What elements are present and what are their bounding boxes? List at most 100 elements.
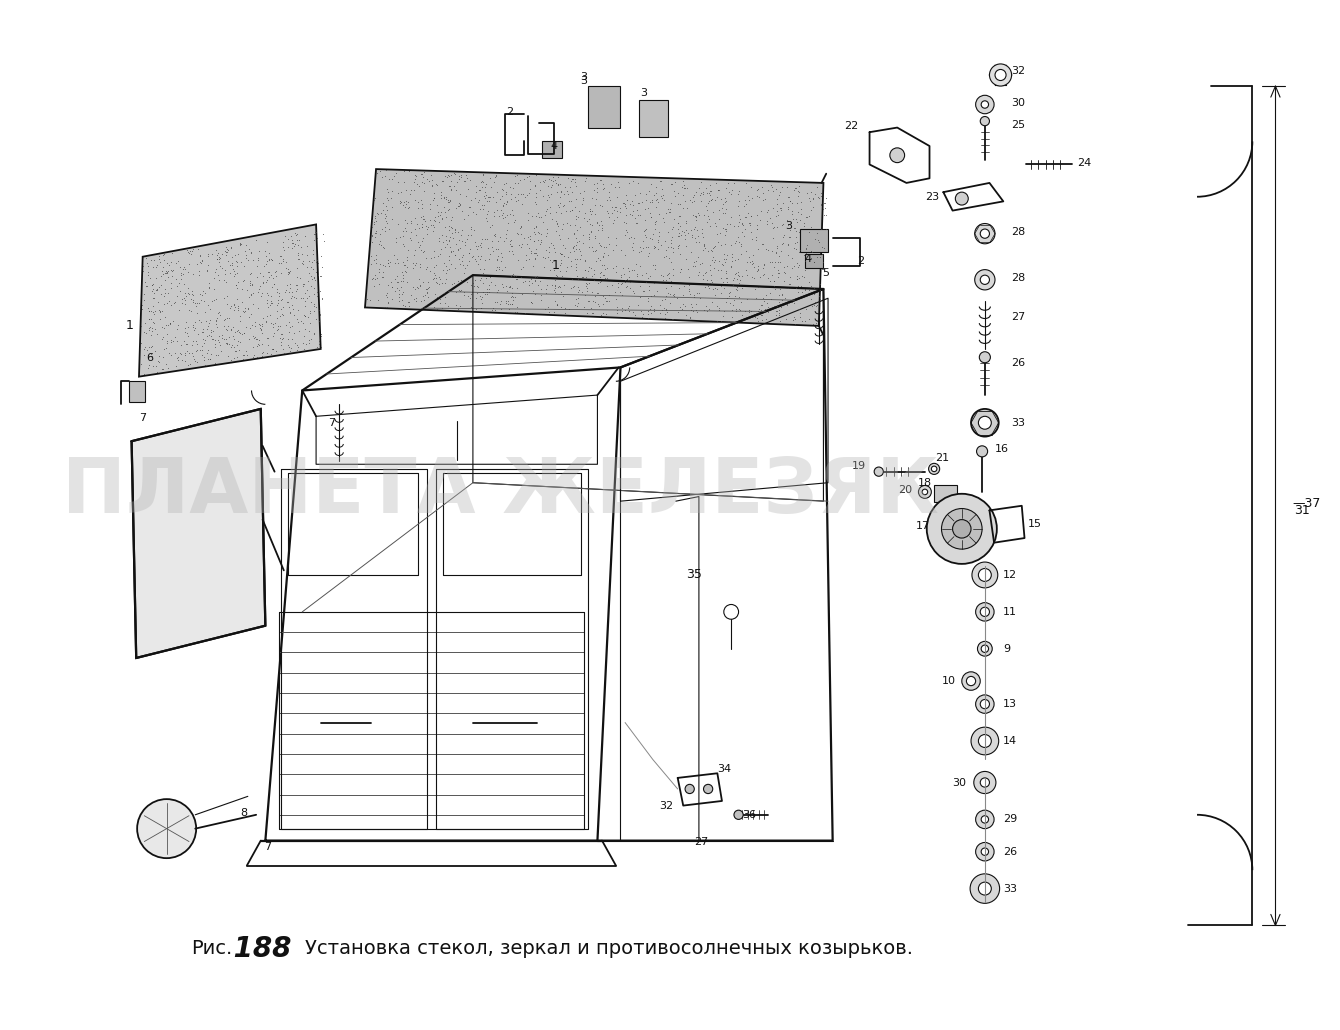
Text: 22: 22 [844, 121, 859, 131]
Text: Рис.: Рис. [192, 939, 233, 958]
Text: 15: 15 [1028, 519, 1043, 529]
Circle shape [874, 467, 883, 476]
Circle shape [972, 409, 998, 437]
Text: 3: 3 [641, 89, 647, 99]
Circle shape [974, 771, 996, 793]
Text: 6: 6 [146, 353, 154, 364]
Text: 30: 30 [953, 778, 966, 788]
Text: 33: 33 [1004, 884, 1017, 894]
Circle shape [972, 562, 998, 588]
Circle shape [922, 489, 927, 494]
Text: 32: 32 [659, 800, 674, 811]
Text: 4: 4 [551, 141, 557, 151]
Text: 29: 29 [1004, 815, 1017, 824]
Circle shape [976, 96, 994, 113]
Text: 12: 12 [1004, 570, 1017, 580]
Text: 2: 2 [856, 256, 864, 267]
Circle shape [734, 811, 744, 820]
Circle shape [981, 848, 989, 855]
Text: 32: 32 [1012, 66, 1025, 76]
Circle shape [974, 270, 996, 289]
Circle shape [890, 148, 904, 163]
Bar [129, 381, 146, 402]
Text: 3: 3 [580, 72, 587, 81]
Text: 27: 27 [694, 837, 709, 848]
Text: 7: 7 [264, 843, 272, 852]
Bar [588, 87, 620, 128]
Text: 36: 36 [742, 810, 757, 820]
Text: 1: 1 [552, 260, 560, 273]
Circle shape [981, 778, 989, 787]
Circle shape [704, 785, 713, 793]
Circle shape [978, 416, 992, 430]
Text: 28: 28 [1012, 273, 1026, 283]
Polygon shape [364, 169, 824, 325]
Circle shape [978, 882, 992, 895]
Text: 24: 24 [1077, 158, 1091, 168]
Text: 5: 5 [821, 269, 828, 278]
Text: 3: 3 [580, 76, 587, 87]
Text: 10: 10 [941, 676, 955, 686]
Circle shape [918, 485, 931, 499]
Circle shape [970, 873, 1000, 903]
Text: Установка стекол, зеркал и противосолнечных козырьков.: Установка стекол, зеркал и противосолнеч… [306, 939, 913, 958]
Text: 33: 33 [1012, 418, 1025, 427]
Text: 14: 14 [1004, 736, 1017, 746]
Text: 20: 20 [898, 485, 913, 495]
Circle shape [976, 811, 994, 828]
Text: 1: 1 [126, 319, 134, 333]
Circle shape [981, 645, 989, 652]
Circle shape [974, 224, 996, 244]
Text: 188: 188 [224, 934, 302, 963]
Circle shape [981, 816, 989, 823]
Text: 7: 7 [328, 418, 335, 427]
Circle shape [978, 569, 992, 581]
Circle shape [981, 699, 989, 709]
Text: 9: 9 [1004, 644, 1010, 654]
Circle shape [685, 785, 694, 793]
Text: 23: 23 [926, 192, 939, 202]
Bar [805, 254, 824, 268]
Text: 26: 26 [1004, 847, 1017, 857]
Text: —37: —37 [1292, 497, 1320, 511]
Circle shape [931, 467, 937, 472]
Circle shape [953, 519, 972, 538]
Circle shape [977, 642, 992, 656]
Circle shape [981, 116, 989, 126]
Circle shape [929, 464, 939, 475]
Text: 34: 34 [717, 763, 730, 774]
Text: 4: 4 [804, 254, 811, 265]
Bar [934, 485, 957, 502]
Circle shape [927, 493, 997, 563]
Text: 25: 25 [1012, 119, 1025, 130]
Circle shape [977, 446, 988, 457]
Text: 27: 27 [1012, 312, 1026, 321]
Text: 21: 21 [935, 453, 949, 462]
Circle shape [996, 69, 1006, 80]
Text: 17: 17 [917, 521, 930, 531]
Bar [543, 141, 563, 158]
Circle shape [981, 608, 989, 617]
Text: 16: 16 [996, 444, 1009, 453]
Circle shape [976, 695, 994, 714]
Text: 35: 35 [686, 569, 702, 582]
Text: 28: 28 [1012, 227, 1026, 237]
Text: 3: 3 [785, 221, 792, 232]
Circle shape [981, 101, 989, 108]
Bar [639, 100, 669, 137]
Circle shape [980, 351, 990, 363]
Circle shape [989, 64, 1012, 87]
Circle shape [137, 799, 196, 858]
Polygon shape [131, 409, 265, 658]
Text: 18: 18 [918, 478, 933, 488]
Text: 2: 2 [507, 107, 513, 116]
Circle shape [962, 672, 981, 690]
Circle shape [966, 677, 976, 686]
Text: 7: 7 [139, 413, 146, 423]
Circle shape [976, 843, 994, 861]
Polygon shape [139, 225, 320, 377]
Circle shape [942, 509, 982, 549]
Text: ПЛАНЕТА ЖЕЛЕЗЯК: ПЛАНЕТА ЖЕЛЕЗЯК [62, 455, 939, 529]
Text: 8: 8 [241, 808, 248, 818]
Text: 26: 26 [1012, 357, 1025, 368]
